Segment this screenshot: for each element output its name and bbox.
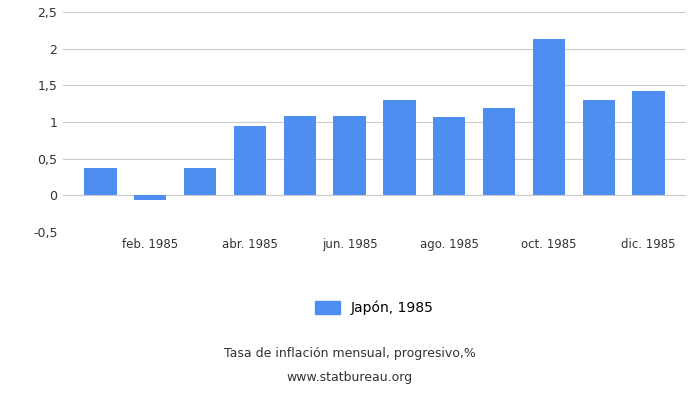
Bar (134, 195, 167, 200)
Bar (632, 91, 665, 195)
Bar (483, 108, 515, 195)
Text: www.statbureau.org: www.statbureau.org (287, 372, 413, 384)
Legend: Japón, 1985: Japón, 1985 (315, 300, 434, 315)
Text: Tasa de inflación mensual, progresivo,%: Tasa de inflación mensual, progresivo,% (224, 348, 476, 360)
Bar (383, 100, 416, 195)
Bar (533, 39, 565, 195)
Bar (184, 168, 216, 195)
Bar (234, 126, 266, 195)
Bar (433, 117, 466, 195)
Bar (582, 100, 615, 195)
Bar (284, 116, 316, 195)
Bar (333, 116, 366, 195)
Bar (84, 168, 117, 195)
